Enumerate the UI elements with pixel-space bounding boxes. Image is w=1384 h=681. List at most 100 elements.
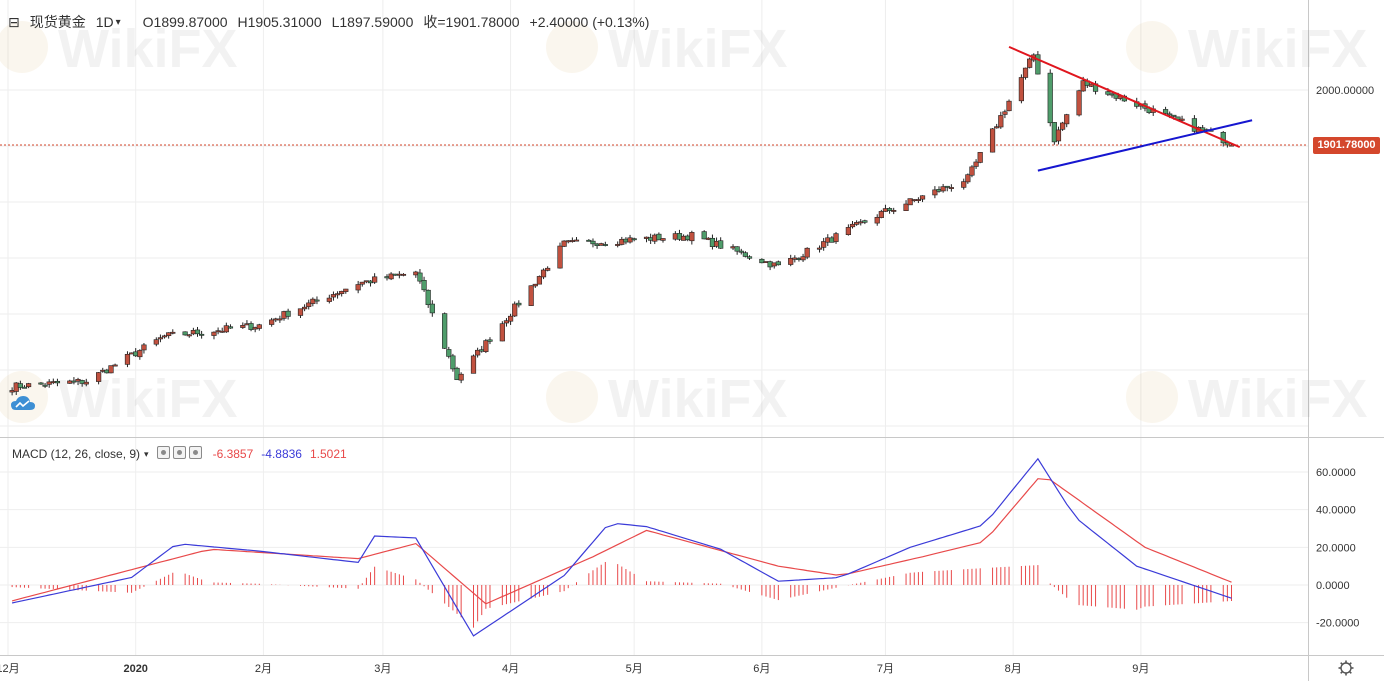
macd-label[interactable]: MACD (12, 26, close, 9) [12, 447, 141, 461]
candle-body [1018, 77, 1024, 102]
candle [878, 209, 884, 219]
watermark-logo [0, 21, 48, 73]
candle-body [1179, 118, 1185, 121]
candle-body [660, 238, 666, 241]
candle [1220, 131, 1226, 147]
candle-body [38, 382, 44, 385]
candle [1076, 89, 1082, 117]
chevron-down-icon[interactable]: ▾ [115, 16, 121, 28]
candle [1055, 126, 1062, 145]
candle-body [718, 240, 724, 249]
candle [1022, 67, 1029, 80]
candle-body [71, 380, 77, 383]
candle-body [854, 222, 860, 225]
interval[interactable]: 1D [95, 14, 114, 30]
candle-body [507, 315, 514, 322]
candle-body [458, 373, 464, 381]
candle-body [326, 297, 332, 302]
candle-body [590, 240, 596, 245]
candle-body [503, 320, 510, 324]
candle-body [137, 350, 143, 358]
macd-signal-value: 1.5021 [309, 447, 347, 461]
candle-body [153, 339, 159, 345]
candle-body [512, 303, 518, 317]
candle [915, 197, 922, 204]
candle-body [1105, 91, 1111, 95]
candle-body [977, 152, 983, 163]
candle-body [194, 329, 201, 335]
macd-axis-label: 0.0000 [1316, 580, 1350, 592]
candle-body [306, 302, 312, 307]
collapse-icon[interactable]: ⊟ [8, 13, 20, 30]
candle [1064, 113, 1070, 128]
candle [46, 379, 52, 388]
candle-body [989, 128, 996, 153]
candle [989, 128, 996, 153]
candle-body [334, 293, 341, 296]
time-axis-label: 8月 [1005, 663, 1022, 675]
candle-body [1191, 118, 1198, 132]
candle-body [330, 294, 337, 298]
candle [660, 238, 666, 243]
time-axis-label: 6月 [753, 663, 770, 675]
candle-body [1027, 58, 1033, 68]
candle-body [540, 269, 547, 278]
candle [689, 230, 695, 245]
candle-body [1162, 109, 1169, 114]
eye-icon[interactable] [156, 446, 170, 459]
candle [1179, 115, 1185, 122]
symbol-name[interactable]: 现货黄金 [29, 14, 86, 30]
settings-icon[interactable] [172, 446, 186, 459]
candle-body [112, 364, 118, 367]
candle-body [355, 284, 361, 291]
candle-body [166, 332, 172, 336]
candle-body [886, 208, 893, 211]
candle [940, 183, 946, 193]
gear-tooth [1340, 670, 1344, 674]
candle-body [425, 289, 431, 306]
last-price-tag: 1901.78000 [1313, 137, 1380, 154]
candle-body [973, 161, 979, 167]
candle [532, 283, 538, 288]
watermark: WikiFX [0, 19, 238, 79]
candle [816, 245, 823, 253]
close-icon[interactable] [188, 446, 202, 459]
settings-icon[interactable] [1338, 660, 1354, 676]
candle-body [891, 210, 897, 212]
candle-body [738, 250, 744, 253]
candle [306, 299, 312, 310]
macd-hist-value: -6.3857 [212, 447, 254, 461]
candle [166, 332, 172, 339]
candle-body [1080, 80, 1086, 92]
open-value: O1899.87000 [142, 14, 228, 30]
candle-body [969, 166, 975, 176]
candle [339, 290, 345, 297]
chevron-down-icon[interactable]: ▾ [144, 448, 149, 459]
candle-body [516, 302, 522, 306]
candle [536, 275, 543, 285]
candle-body [821, 241, 827, 248]
candle [932, 186, 938, 199]
candle [969, 165, 975, 178]
candle-body [400, 273, 407, 276]
candle [849, 220, 856, 229]
candle [800, 253, 806, 262]
change-value: +2.40000 (+0.13%) [529, 14, 650, 30]
candle [1059, 121, 1066, 131]
time-axis-label: 5月 [626, 663, 643, 675]
candle-body [1064, 114, 1070, 125]
macd-axis-label: 40.0000 [1316, 505, 1356, 517]
candle [475, 347, 481, 358]
candle-body [442, 313, 448, 349]
candle-body [689, 232, 695, 242]
candle-body [54, 381, 61, 384]
candle [470, 354, 477, 374]
candle [965, 173, 971, 184]
candle [157, 334, 164, 343]
candle-body [878, 211, 884, 218]
candle [446, 346, 452, 359]
candle [874, 214, 880, 226]
cloud-icon[interactable] [10, 394, 36, 412]
candle [417, 269, 423, 284]
